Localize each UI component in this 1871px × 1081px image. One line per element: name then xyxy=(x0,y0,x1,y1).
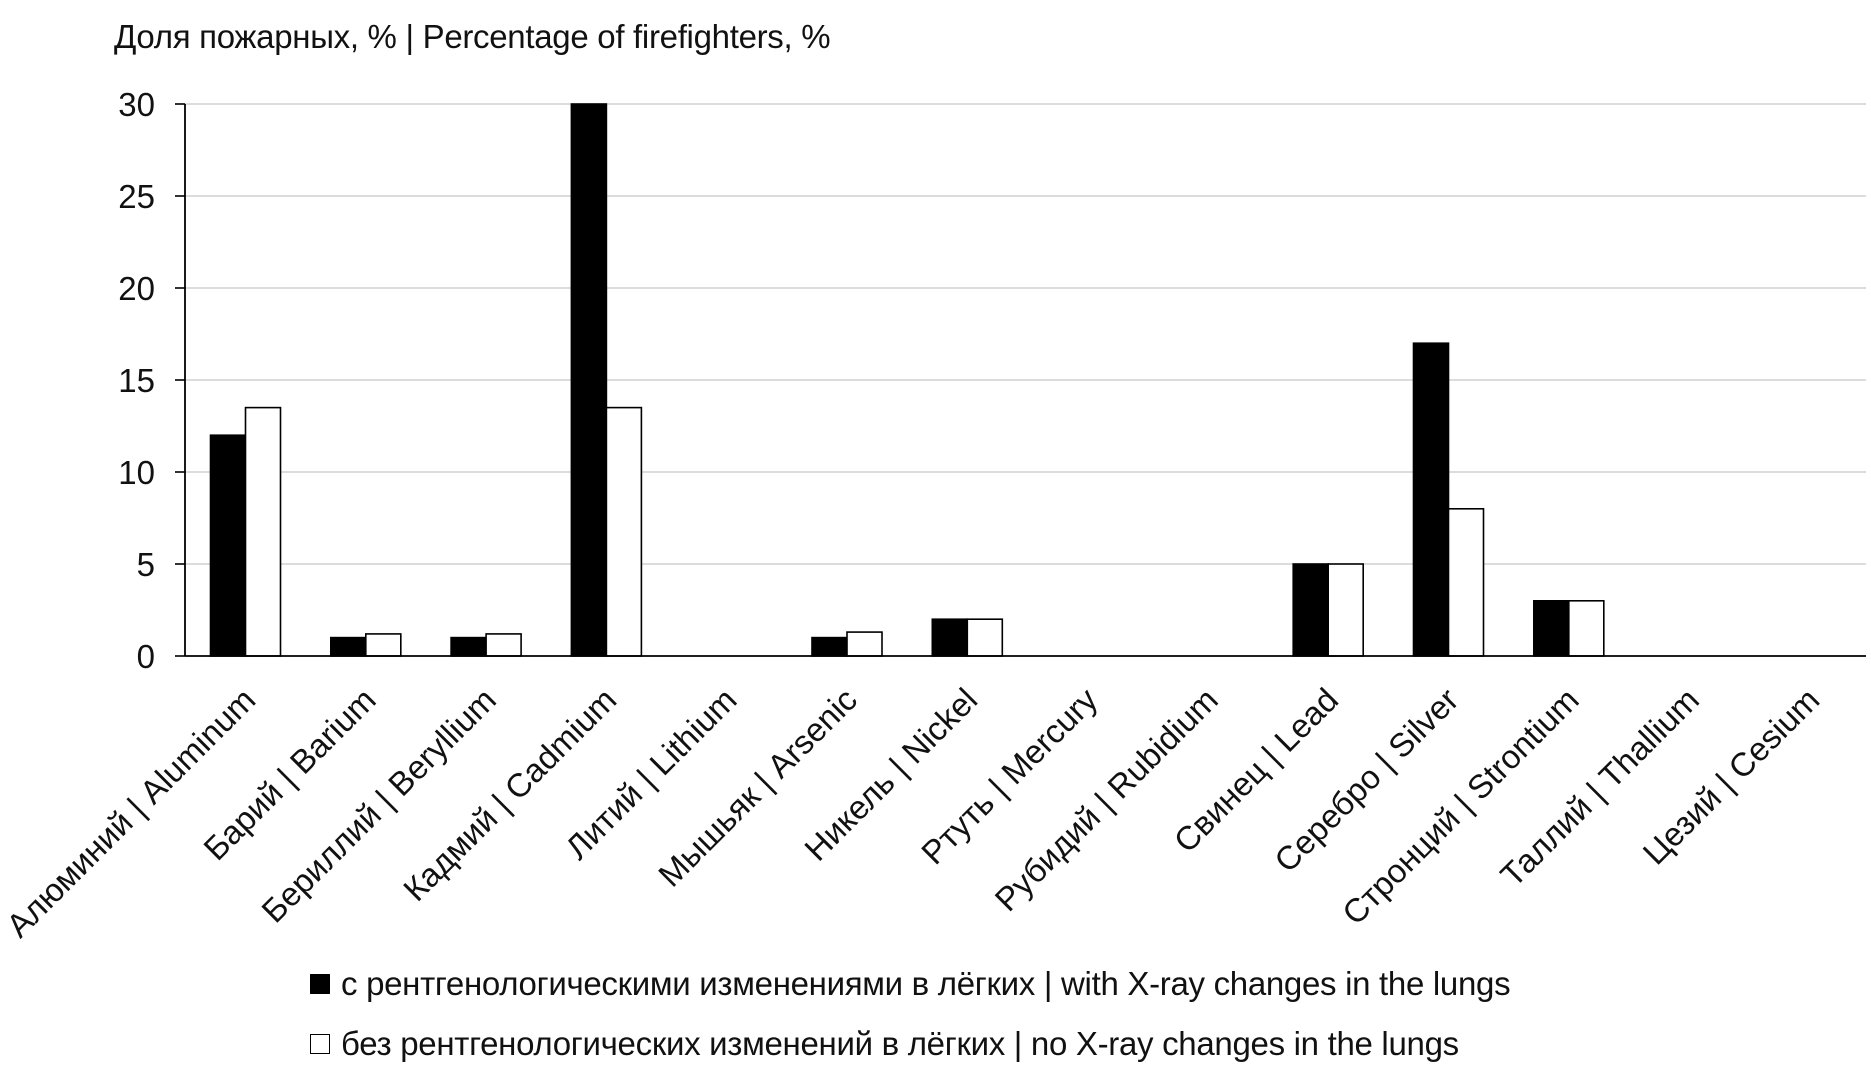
x-category-label: Бериллий | Beryllium xyxy=(254,681,503,930)
y-axis-title: Доля пожарных, % | Percentage of firefig… xyxy=(114,18,831,55)
x-category-label: Рубидий | Rubidium xyxy=(988,681,1225,918)
bar-with-changes-10 xyxy=(1412,342,1450,657)
legend-label-no-changes: без рентгенологических изменений в лёгки… xyxy=(341,1025,1459,1062)
bar-no-changes-11 xyxy=(1568,599,1605,657)
bar-no-changes-3 xyxy=(605,406,643,657)
bar-with-changes-2 xyxy=(450,636,487,657)
y-tick-label: 25 xyxy=(118,178,155,215)
bar-no-changes-5 xyxy=(846,631,883,657)
legend-swatch-black xyxy=(310,974,330,994)
y-tick-label: 15 xyxy=(118,362,155,399)
bar-with-changes-3 xyxy=(570,103,608,657)
bar-no-changes-10 xyxy=(1447,507,1485,657)
legend-item-no-changes: без рентгенологических изменений в лёгки… xyxy=(310,1025,1459,1063)
legend-label-with-changes: с рентгенологическими изменениями в лёгк… xyxy=(341,965,1511,1002)
bar-no-changes-9 xyxy=(1327,563,1364,657)
x-category-label: Стронций | Strontium xyxy=(1335,681,1586,932)
legend-item-with-changes: с рентгенологическими изменениями в лёгк… xyxy=(310,965,1511,1003)
bar-with-changes-5 xyxy=(811,636,848,657)
y-tick-label: 30 xyxy=(118,86,155,123)
legend-swatch-white xyxy=(310,1034,330,1054)
bar-no-changes-2 xyxy=(485,633,522,657)
bar-with-changes-1 xyxy=(329,636,367,657)
y-tick-labels: 0 5 10 15 20 25 30 xyxy=(118,86,155,675)
x-category-label: Алюминий | Aluminum xyxy=(0,681,262,944)
x-category-label: Мышьяк | Arsenic xyxy=(651,681,864,894)
y-tick-label: 20 xyxy=(118,270,155,307)
y-tick-label: 10 xyxy=(118,454,155,491)
bar-no-changes-6 xyxy=(966,618,1004,657)
bar-with-changes-0 xyxy=(209,434,247,657)
bar-no-changes-1 xyxy=(364,633,402,657)
y-tick-label: 5 xyxy=(137,546,155,583)
bar-with-changes-9 xyxy=(1292,563,1329,657)
bar-with-changes-11 xyxy=(1533,599,1570,657)
axes xyxy=(175,103,1866,657)
x-category-label: Таллий | Thallium xyxy=(1493,681,1706,894)
bar-no-changes-0 xyxy=(244,406,282,657)
x-category-label: Кадмий | Cadmium xyxy=(396,681,623,908)
bar-with-changes-6 xyxy=(931,618,969,657)
bars xyxy=(209,103,1605,657)
y-tick-label: 0 xyxy=(137,638,155,675)
gridlines xyxy=(185,103,1866,565)
